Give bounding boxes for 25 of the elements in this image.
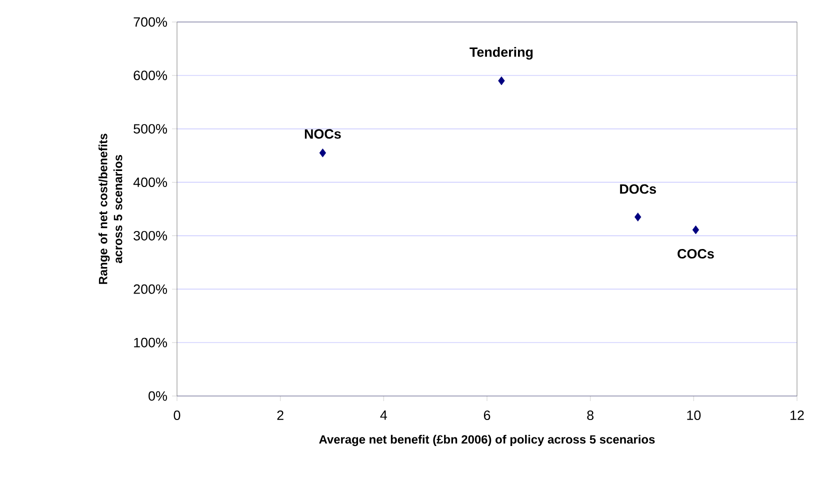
x-tick-label: 4 — [380, 410, 388, 420]
x-tick-label: 8 — [587, 410, 594, 420]
y-tick-label: 500% — [134, 124, 167, 134]
point — [634, 212, 642, 222]
x-axis-title: Average net benefit (£bn 2006) of policy across 5 scenarios — [319, 434, 655, 446]
annotation: Tendering — [470, 46, 533, 60]
y-tick-label: 100% — [134, 338, 167, 348]
annotation: DOCs — [620, 184, 656, 194]
x-tick-label: 0 — [174, 410, 180, 420]
annotation: NOCs — [304, 129, 341, 139]
x-tick-label: 6 — [484, 410, 490, 420]
y-tick-label: 200% — [134, 284, 167, 294]
annotation: COCs — [678, 249, 714, 259]
point — [692, 225, 700, 234]
y-tick-label: 600% — [134, 70, 167, 80]
point — [319, 148, 326, 158]
y-axis-title: Range of net cost/benefits across 5 scenarios — [98, 134, 122, 284]
y-tick-label: 0% — [148, 391, 168, 401]
y-tick-label: 700% — [134, 17, 167, 27]
x-tick-label: 10 — [687, 410, 701, 420]
y-tick-label: 300% — [134, 230, 167, 240]
x-tick-label: 2 — [277, 410, 284, 420]
x-tick-label: 12 — [790, 410, 804, 420]
y-tick-label: 400% — [133, 178, 167, 188]
point — [498, 76, 505, 86]
